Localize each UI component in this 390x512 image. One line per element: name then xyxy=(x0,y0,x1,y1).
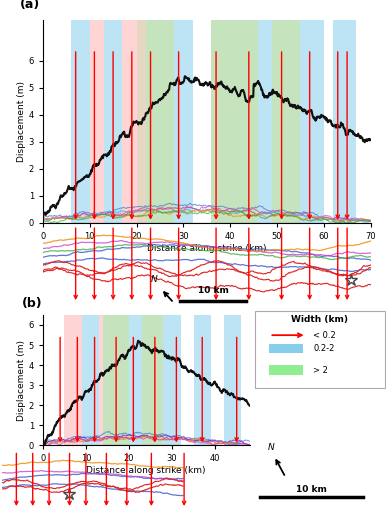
Text: 0.2-2: 0.2-2 xyxy=(313,344,335,353)
Bar xyxy=(71,20,90,223)
Bar xyxy=(136,20,146,223)
Bar xyxy=(269,344,303,353)
Text: Width (km): Width (km) xyxy=(291,315,348,324)
Bar xyxy=(300,20,324,223)
Bar xyxy=(90,20,104,223)
Bar xyxy=(122,20,136,223)
X-axis label: Distance along strike (km): Distance along strike (km) xyxy=(87,466,206,475)
Bar xyxy=(104,20,122,223)
Text: 10 km: 10 km xyxy=(198,286,229,294)
Text: (a): (a) xyxy=(20,0,40,11)
Bar xyxy=(269,366,303,375)
Bar xyxy=(103,315,129,445)
Bar xyxy=(211,20,258,223)
Y-axis label: Displacement (m): Displacement (m) xyxy=(17,81,26,162)
Text: N: N xyxy=(151,275,158,285)
Bar xyxy=(82,315,99,445)
Bar xyxy=(163,315,181,445)
Text: N: N xyxy=(268,443,275,453)
Bar xyxy=(272,20,300,223)
Bar xyxy=(99,315,103,445)
Bar xyxy=(224,315,241,445)
Bar xyxy=(146,20,174,223)
Bar xyxy=(64,315,82,445)
Text: > 2: > 2 xyxy=(313,366,328,375)
Bar xyxy=(129,315,142,445)
Text: (b): (b) xyxy=(22,297,43,310)
Text: < 0.2: < 0.2 xyxy=(313,331,336,339)
Bar xyxy=(142,315,163,445)
FancyBboxPatch shape xyxy=(255,311,385,388)
Bar xyxy=(193,315,211,445)
Bar xyxy=(333,20,356,223)
Bar xyxy=(258,20,272,223)
Y-axis label: Displacement (m): Displacement (m) xyxy=(17,339,26,421)
Bar xyxy=(174,20,193,223)
Text: 10 km: 10 km xyxy=(296,484,327,494)
X-axis label: Distance along strike (km): Distance along strike (km) xyxy=(147,244,266,252)
